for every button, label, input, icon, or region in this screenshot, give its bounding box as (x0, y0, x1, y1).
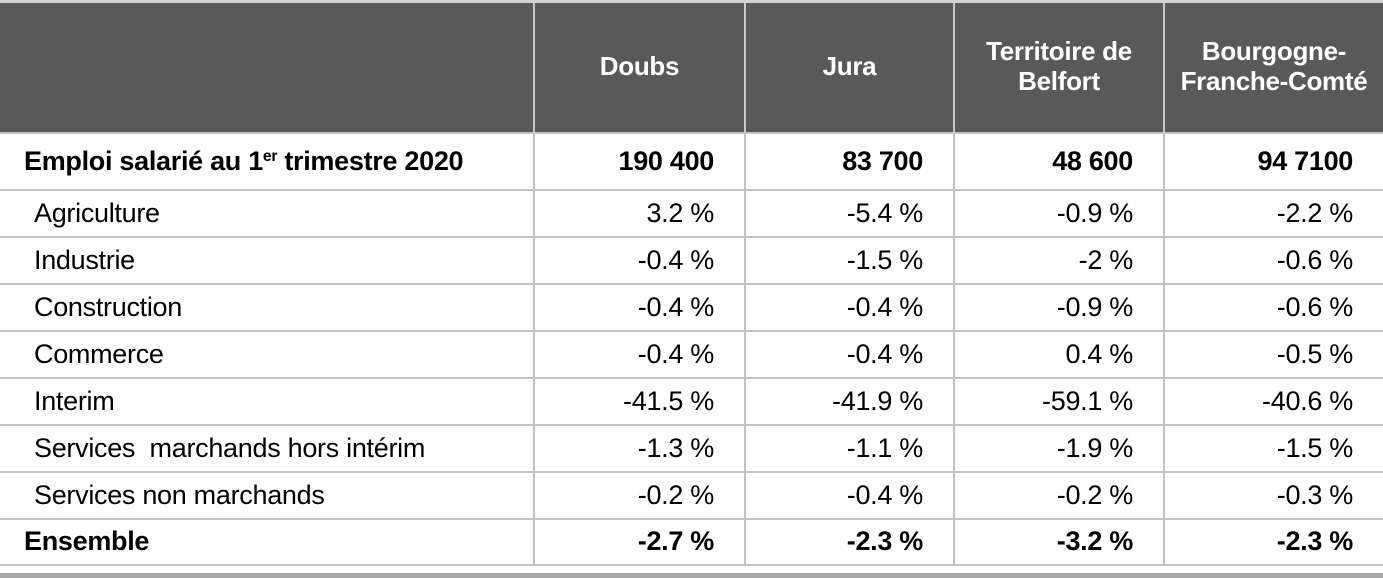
cell-value: -1.9 % (953, 423, 1164, 472)
row-label: Industrie (0, 235, 534, 284)
cell-value: -59.1 % (953, 376, 1164, 425)
col-header-jura: Jura (744, 1, 954, 133)
row-commerce: Commerce -0.4 % -0.4 % 0.4 % -0.5 % (0, 329, 1383, 378)
row-industrie: Industrie -0.4 % -1.5 % -2 % -0.6 % (0, 235, 1383, 284)
row-label: Commerce (0, 329, 534, 378)
cell-value: 190 400 (533, 131, 745, 190)
row-label: Interim (0, 376, 534, 425)
cell-value: -40.6 % (1163, 376, 1383, 425)
cell-value: -41.5 % (533, 376, 745, 425)
ordinal-superscript: er (262, 147, 278, 165)
cell-value: 94 7100 (1163, 131, 1383, 190)
row-construction: Construction -0.4 % -0.4 % -0.9 % -0.6 % (0, 282, 1383, 331)
row-ensemble: Ensemble -2.7 % -2.3 % -3.2 % -2.3 % (0, 517, 1383, 566)
row-label-text: trimestre 2020 (277, 145, 464, 176)
cell-value: -0.2 % (533, 470, 745, 519)
cell-value: -2.2 % (1163, 188, 1383, 237)
header-row: Doubs Jura Territoire de Belfort Bourgog… (0, 1, 1383, 133)
cell-value: -0.9 % (953, 188, 1164, 237)
cell-value: -3.2 % (953, 517, 1164, 566)
cell-value: -0.4 % (533, 329, 745, 378)
cell-value: -1.1 % (744, 423, 954, 472)
cell-value: -1.5 % (1163, 423, 1383, 472)
cell-value: -0.6 % (1163, 235, 1383, 284)
col-header-doubs: Doubs (533, 1, 745, 133)
cell-value: -5.4 % (744, 188, 954, 237)
cell-value: -2.3 % (1163, 517, 1383, 566)
row-label: Emploi salarié au 1er trimestre 2020 (0, 131, 534, 190)
cell-value: -0.2 % (953, 470, 1164, 519)
table-body: Emploi salarié au 1er trimestre 2020 190… (0, 131, 1383, 566)
col-header-bourgogne-franche-comte: Bourgogne-Franche-Comté (1163, 1, 1383, 133)
row-agriculture: Agriculture 3.2 % -5.4 % -0.9 % -2.2 % (0, 188, 1383, 237)
cell-value: -1.5 % (744, 235, 954, 284)
cell-value: 48 600 (953, 131, 1164, 190)
cell-value: 83 700 (744, 131, 954, 190)
employment-table: Doubs Jura Territoire de Belfort Bourgog… (0, 0, 1383, 566)
col-header-territoire-de-belfort: Territoire de Belfort (953, 1, 1164, 133)
cell-value: 0.4 % (953, 329, 1164, 378)
row-services-marchands-hors-interim: Services marchands hors intérim -1.3 % -… (0, 423, 1383, 472)
cell-value: -0.6 % (1163, 282, 1383, 331)
row-emploi-salarie: Emploi salarié au 1er trimestre 2020 190… (0, 131, 1383, 190)
table-header: Doubs Jura Territoire de Belfort Bourgog… (0, 1, 1383, 133)
cell-value: -2.3 % (744, 517, 954, 566)
cell-value: -0.9 % (953, 282, 1164, 331)
cell-value: -41.9 % (744, 376, 954, 425)
cell-value: -0.4 % (744, 470, 954, 519)
table-bottom-border (0, 573, 1383, 578)
cell-value: -0.4 % (744, 329, 954, 378)
row-interim: Interim -41.5 % -41.9 % -59.1 % -40.6 % (0, 376, 1383, 425)
row-services-non-marchands: Services non marchands -0.2 % -0.4 % -0.… (0, 470, 1383, 519)
cell-value: -0.5 % (1163, 329, 1383, 378)
row-label: Services non marchands (0, 470, 534, 519)
cell-value: -2 % (953, 235, 1164, 284)
cell-value: 3.2 % (533, 188, 745, 237)
row-label-text: Emploi salarié au 1 (24, 145, 263, 176)
cell-value: -1.3 % (533, 423, 745, 472)
row-label: Agriculture (0, 188, 534, 237)
row-label: Ensemble (0, 517, 534, 566)
cell-value: -0.4 % (533, 282, 745, 331)
cell-value: -0.3 % (1163, 470, 1383, 519)
cell-value: -0.4 % (744, 282, 954, 331)
row-label: Construction (0, 282, 534, 331)
row-label: Services marchands hors intérim (0, 423, 534, 472)
col-header-empty (0, 1, 534, 133)
cell-value: -0.4 % (533, 235, 745, 284)
cell-value: -2.7 % (533, 517, 745, 566)
